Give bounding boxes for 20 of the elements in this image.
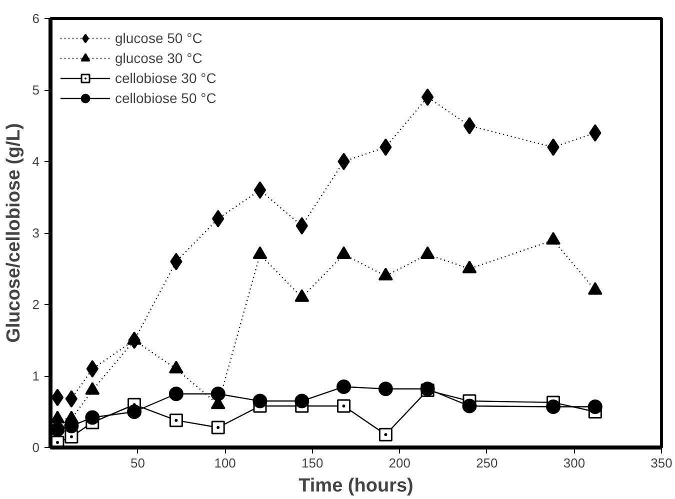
y-tick-label: 0	[32, 440, 40, 455]
x-tick-label: 200	[388, 456, 410, 470]
y-tick-label: 5	[32, 82, 40, 98]
legend-label: glucose 50 °C	[115, 30, 202, 46]
x-tick-label: 100	[214, 456, 236, 470]
y-axis-title: Glucose/cellobiose (g/L)	[3, 123, 24, 343]
y-tick-label: 3	[32, 226, 40, 240]
x-tick-label: 50	[130, 456, 146, 470]
x-tick-label: 300	[563, 456, 586, 470]
legend-label: cellobiose 50 °C	[115, 90, 216, 106]
x-tick-label: 150	[302, 456, 324, 470]
y-tick-label: 4	[32, 154, 40, 169]
legend-label: glucose 30 °C	[115, 50, 202, 66]
y-tick-label: 2	[32, 297, 40, 312]
x-tick-label: 350	[650, 456, 672, 470]
x-tick-label: 250	[476, 456, 498, 470]
y-tick-label: 1	[32, 368, 40, 384]
y-tick-label: 6	[32, 11, 40, 26]
legend-label: cellobiose 30 °C	[115, 70, 216, 86]
x-axis-title: Time (hours)	[298, 476, 414, 496]
